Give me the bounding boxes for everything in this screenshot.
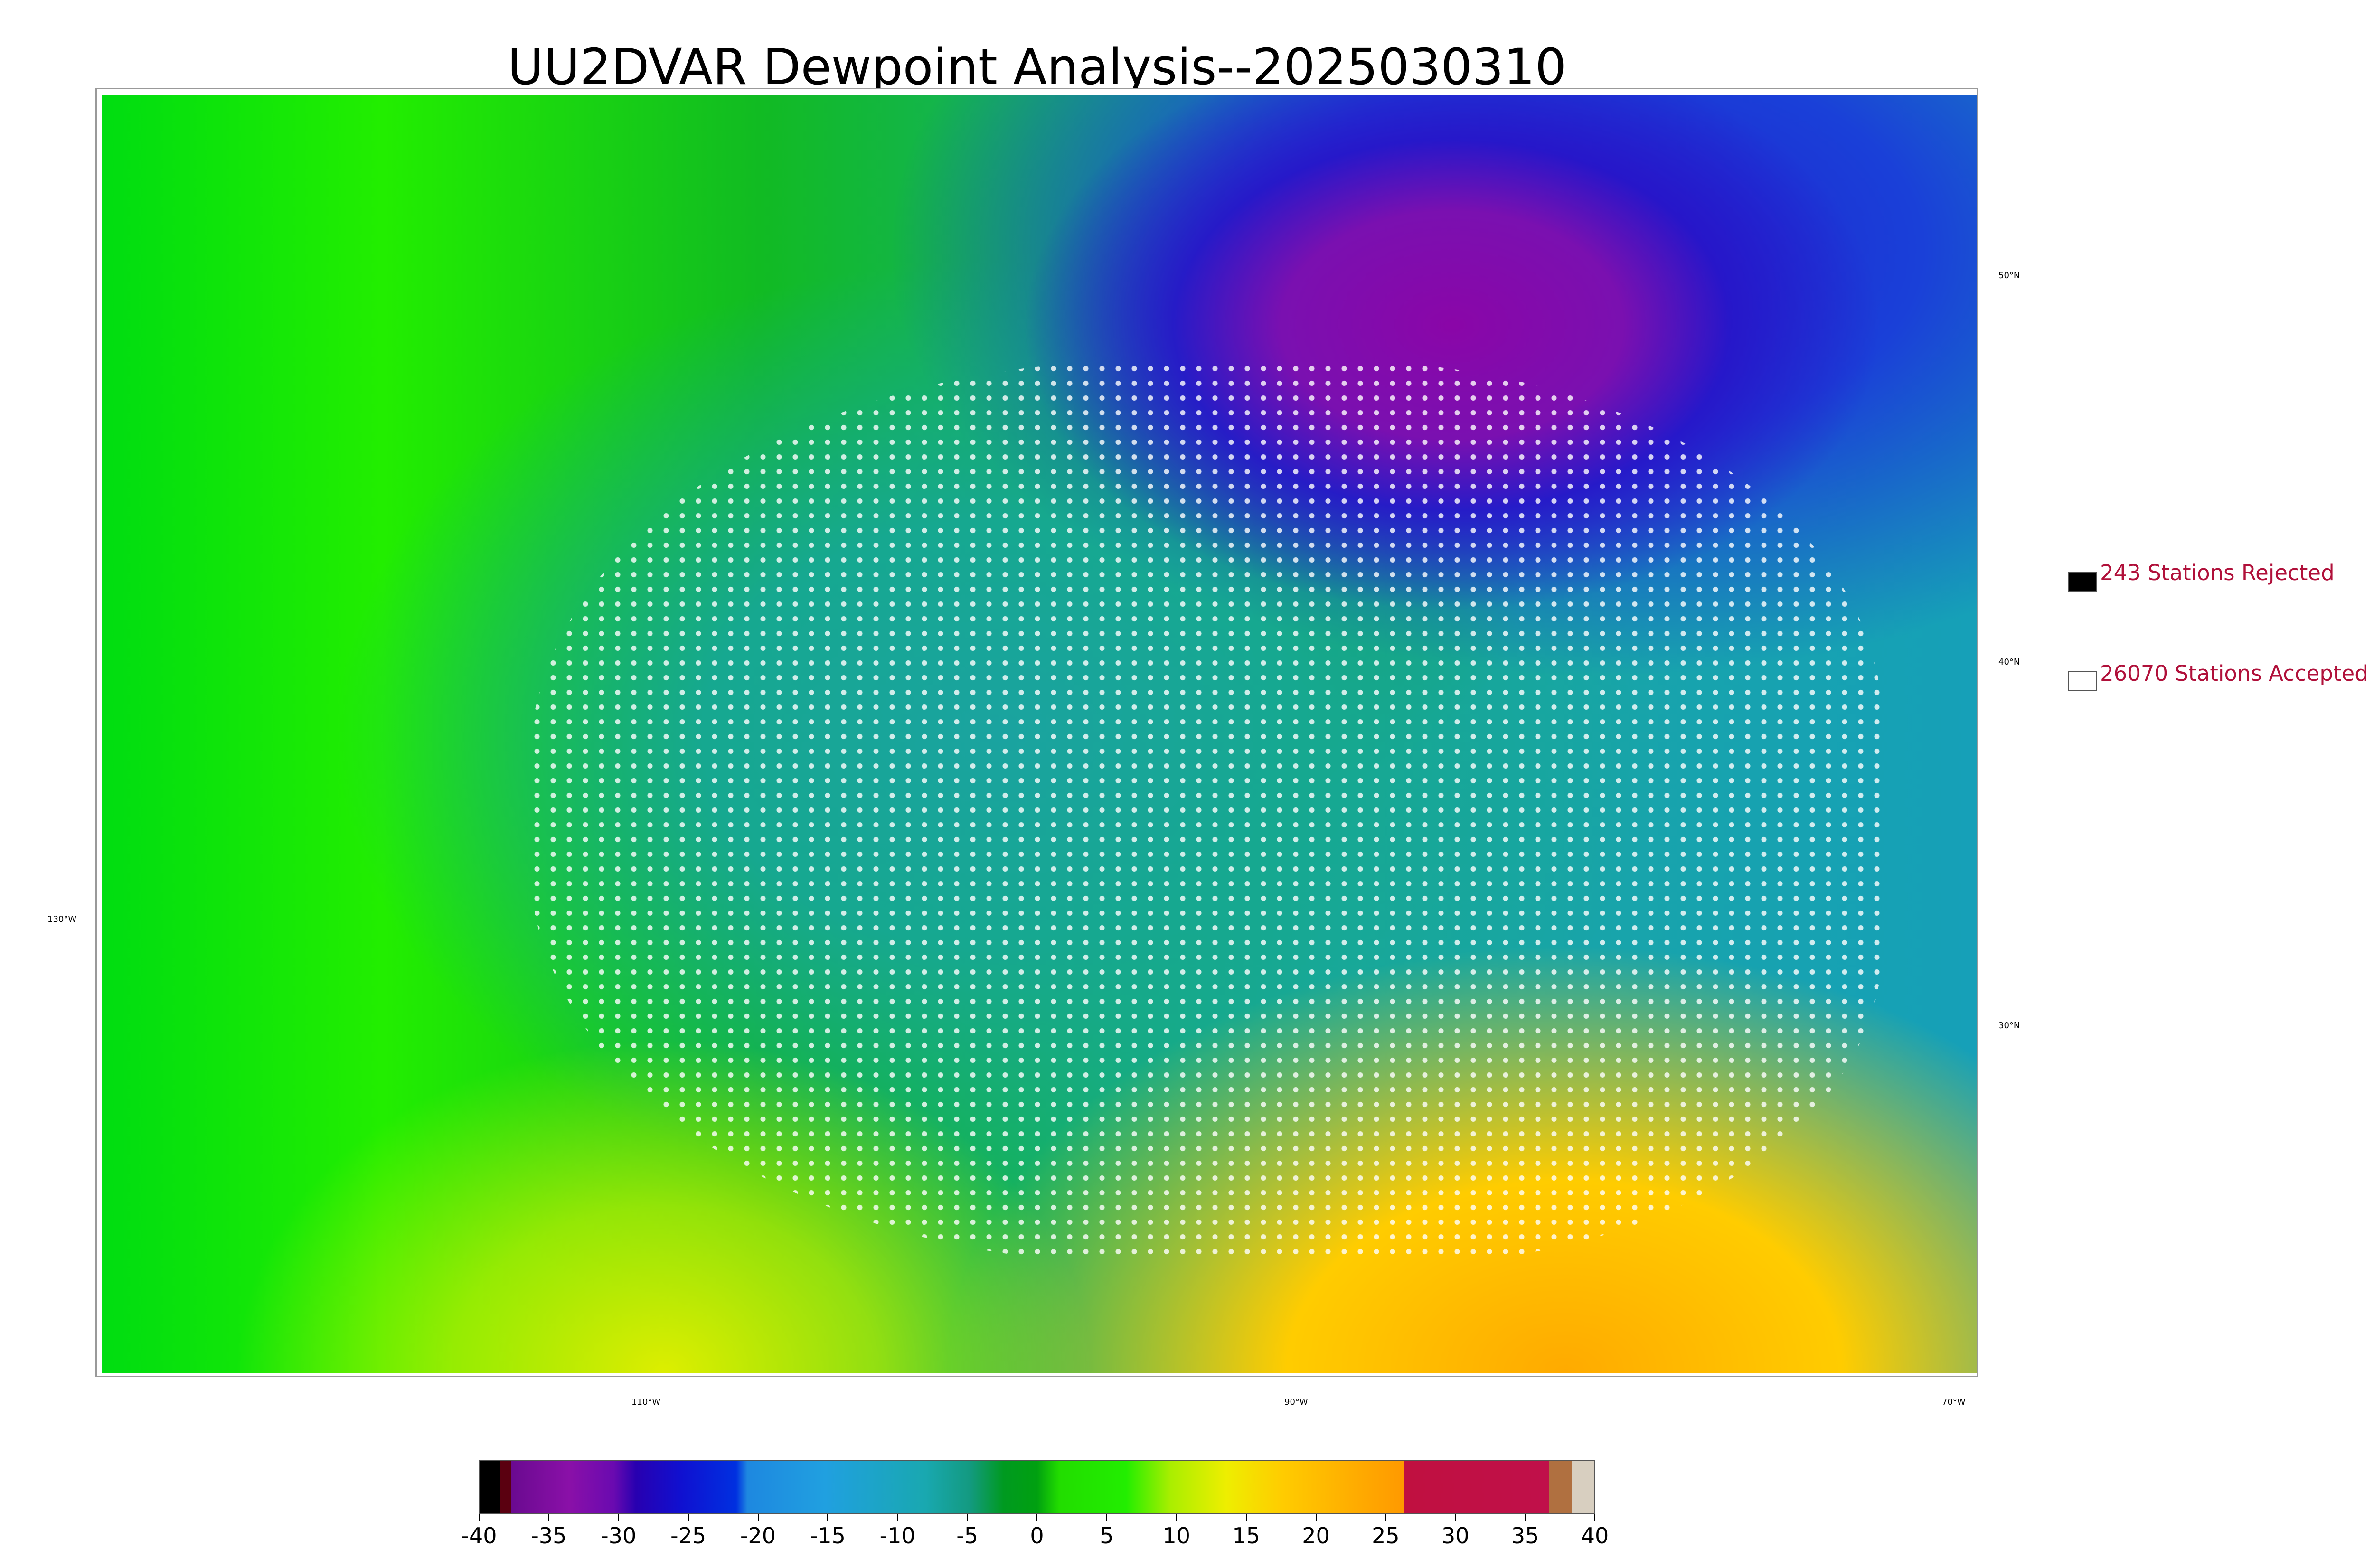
colorbar-tick-label: -40 <box>461 1523 497 1549</box>
colorbar-tick <box>1525 1514 1526 1521</box>
colorbar-tick <box>1315 1514 1317 1521</box>
rejected-label: 243 Stations Rejected <box>2100 560 2335 585</box>
dewpoint-field <box>102 95 1977 1373</box>
accepted-label: 26070 Stations Accepted <box>2100 661 2368 686</box>
colorbar <box>479 1460 1595 1514</box>
station-markers <box>529 361 1882 1263</box>
colorbar-tick-label: -20 <box>740 1523 776 1549</box>
colorbar-tick <box>1036 1514 1037 1521</box>
colorbar-tick <box>618 1514 619 1521</box>
colorbar-tick <box>827 1514 829 1521</box>
colorbar-tick-label: 10 <box>1162 1523 1191 1549</box>
colorbar-tick-label: -25 <box>670 1523 707 1549</box>
latitude-label: 30°N <box>1998 1021 2020 1031</box>
colorbar-tick-label: 15 <box>1232 1523 1260 1549</box>
colorbar-tick <box>548 1514 549 1521</box>
colorbar-tick <box>1385 1514 1386 1521</box>
colorbar-tick <box>479 1514 480 1521</box>
colorbar-tick <box>1245 1514 1247 1521</box>
longitude-label: 110°W <box>631 1397 661 1407</box>
colorbar-tick-label: -15 <box>810 1523 846 1549</box>
map-title: UU2DVAR Dewpoint Analysis--2025030310 <box>507 38 1567 96</box>
colorbar-tick-label: 35 <box>1511 1523 1539 1549</box>
colorbar-tick <box>1106 1514 1107 1521</box>
colorbar-tick <box>967 1514 968 1521</box>
longitude-label: 130°W <box>47 914 77 924</box>
colorbar-tick <box>688 1514 689 1521</box>
longitude-label: 70°W <box>1942 1397 1966 1407</box>
colorbar-tick-label: 25 <box>1372 1523 1400 1549</box>
latitude-label: 50°N <box>1998 271 2020 281</box>
colorbar-tick <box>757 1514 759 1521</box>
latitude-label: 40°N <box>1998 657 2020 667</box>
colorbar-tick-label: -5 <box>956 1523 979 1549</box>
longitude-label: 90°W <box>1284 1397 1308 1407</box>
colorbar-tick <box>1594 1514 1595 1521</box>
colorbar-tick-label: 40 <box>1581 1523 1609 1549</box>
colorbar-tick <box>1455 1514 1456 1521</box>
rejected-swatch <box>2068 572 2097 592</box>
colorbar-tick-label: -35 <box>531 1523 567 1549</box>
colorbar-tick-label: 0 <box>1030 1523 1044 1549</box>
colorbar-tick-label: 30 <box>1441 1523 1470 1549</box>
colorbar-tick <box>1176 1514 1177 1521</box>
colorbar-tick-label: 5 <box>1100 1523 1114 1549</box>
accepted-swatch <box>2068 671 2097 691</box>
colorbar-tick-label: -30 <box>601 1523 637 1549</box>
colorbar-tick <box>897 1514 898 1521</box>
colorbar-tick-label: -10 <box>879 1523 915 1549</box>
colorbar-tick-label: 20 <box>1302 1523 1330 1549</box>
